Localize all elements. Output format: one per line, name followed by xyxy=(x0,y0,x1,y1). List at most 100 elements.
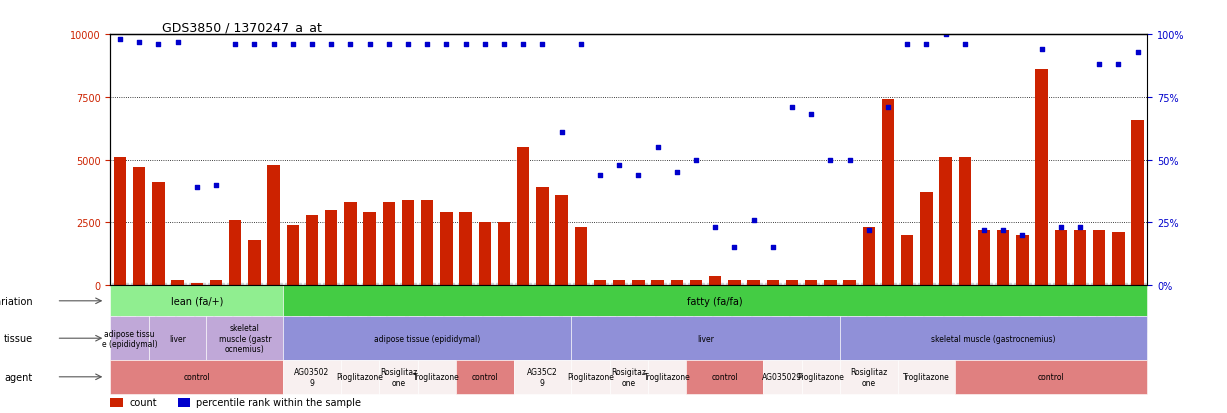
Point xyxy=(552,129,572,136)
Text: GDS3850 / 1370247_a_at: GDS3850 / 1370247_a_at xyxy=(162,21,323,34)
Point xyxy=(206,182,226,189)
Text: agent: agent xyxy=(5,372,33,382)
Point xyxy=(513,42,533,48)
Bar xyxy=(690,280,702,285)
Point xyxy=(839,157,859,164)
Text: liver: liver xyxy=(169,334,187,343)
Bar xyxy=(958,158,971,285)
Bar xyxy=(709,277,721,285)
Text: AG03502
9: AG03502 9 xyxy=(294,367,330,387)
Point xyxy=(628,172,648,178)
Bar xyxy=(283,360,341,394)
Bar xyxy=(306,215,318,285)
Text: skeletal muscle (gastrocnemius): skeletal muscle (gastrocnemius) xyxy=(931,334,1056,343)
Point xyxy=(1052,225,1071,231)
Bar xyxy=(283,317,572,360)
Point xyxy=(1032,47,1052,53)
Bar xyxy=(421,200,433,285)
Bar xyxy=(148,317,206,360)
Text: Troglitazone: Troglitazone xyxy=(644,373,691,381)
Point xyxy=(610,162,629,169)
Point xyxy=(955,42,974,48)
Point xyxy=(936,32,956,38)
Text: skeletal
muscle (gastr
ocnemius): skeletal muscle (gastr ocnemius) xyxy=(218,323,271,353)
Text: Troglitazone: Troglitazone xyxy=(413,373,460,381)
Bar xyxy=(901,235,913,285)
Bar xyxy=(417,360,456,394)
Bar xyxy=(843,280,856,285)
Bar xyxy=(1112,233,1125,285)
Bar xyxy=(610,360,648,394)
Bar xyxy=(401,200,415,285)
Point xyxy=(821,157,840,164)
Bar xyxy=(998,230,1010,285)
Text: AG35C2
9: AG35C2 9 xyxy=(528,367,558,387)
Bar xyxy=(133,168,146,285)
Point xyxy=(783,104,802,111)
Bar xyxy=(383,203,395,285)
Point xyxy=(1012,232,1032,239)
Point xyxy=(360,42,379,48)
Point xyxy=(686,157,706,164)
Bar xyxy=(648,360,686,394)
Bar xyxy=(1074,230,1086,285)
Bar xyxy=(763,360,801,394)
Point xyxy=(379,42,399,48)
Bar xyxy=(110,285,283,317)
Point xyxy=(110,37,130,43)
Bar xyxy=(172,280,184,285)
Bar xyxy=(536,188,548,285)
Bar xyxy=(229,221,242,285)
Bar xyxy=(840,360,898,394)
Point xyxy=(974,227,994,234)
Text: genotype/variation: genotype/variation xyxy=(0,296,33,306)
Point xyxy=(494,42,514,48)
Bar xyxy=(728,280,741,285)
Point xyxy=(725,244,745,251)
Text: adipose tissu
e (epididymal): adipose tissu e (epididymal) xyxy=(102,329,157,348)
Bar xyxy=(190,283,204,285)
Bar xyxy=(825,280,837,285)
Bar xyxy=(517,148,530,285)
Bar xyxy=(556,195,568,285)
Bar xyxy=(514,360,572,394)
Point xyxy=(648,145,667,151)
Bar xyxy=(1131,120,1144,285)
Point xyxy=(744,217,763,224)
Bar xyxy=(363,213,375,285)
Point xyxy=(168,39,188,46)
Bar xyxy=(978,230,990,285)
Bar xyxy=(574,228,587,285)
Point xyxy=(897,42,917,48)
Point xyxy=(994,227,1014,234)
Point xyxy=(533,42,552,48)
Text: Pioglitazone: Pioglitazone xyxy=(567,373,614,381)
Text: adipose tissue (epididymal): adipose tissue (epididymal) xyxy=(374,334,480,343)
Text: tissue: tissue xyxy=(4,333,33,343)
Bar xyxy=(345,203,357,285)
Text: Rosiglitaz
one: Rosiglitaz one xyxy=(850,367,887,387)
Bar xyxy=(785,280,799,285)
Bar xyxy=(459,213,472,285)
Bar xyxy=(671,280,683,285)
Bar xyxy=(267,165,280,285)
Point xyxy=(321,42,341,48)
Bar xyxy=(747,280,760,285)
Point xyxy=(1070,225,1090,231)
Point xyxy=(763,244,783,251)
Text: control: control xyxy=(184,373,210,381)
Bar xyxy=(341,360,379,394)
Bar xyxy=(1093,230,1106,285)
Bar xyxy=(805,280,817,285)
Bar xyxy=(379,360,417,394)
Point xyxy=(706,225,725,231)
Bar xyxy=(110,317,148,360)
Point xyxy=(590,172,610,178)
Text: control: control xyxy=(712,373,739,381)
Bar xyxy=(940,158,952,285)
Point xyxy=(1090,62,1109,69)
Bar xyxy=(110,360,283,394)
Text: AG035029: AG035029 xyxy=(762,373,802,381)
Point xyxy=(859,227,879,234)
Point xyxy=(801,112,821,119)
